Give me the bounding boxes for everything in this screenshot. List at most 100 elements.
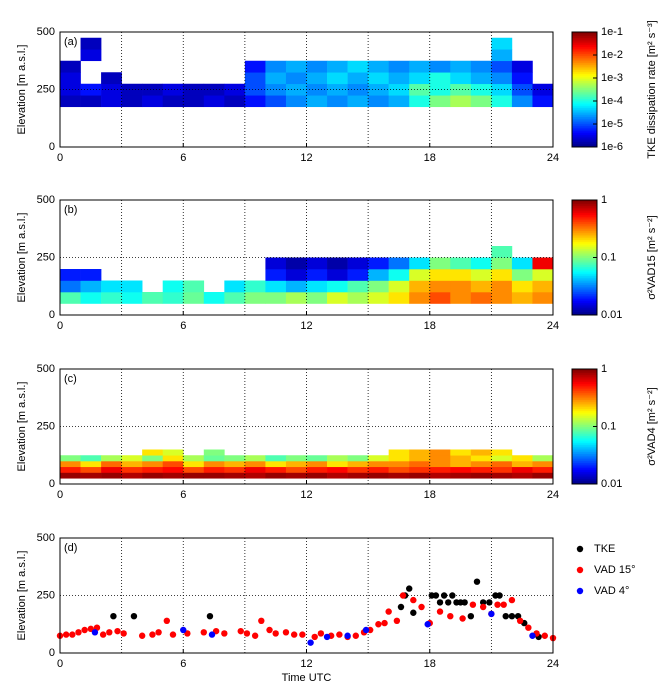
colorbar-slice: [572, 132, 597, 135]
colorbar-slice: [572, 64, 597, 67]
scatter-point: [120, 630, 127, 637]
colorbar-slice: [572, 424, 597, 427]
heat-cell: [162, 280, 184, 293]
colorbar-slice: [572, 379, 597, 383]
y-tick-label: 500: [37, 532, 55, 544]
colorbar-slice: [572, 120, 597, 123]
heat-cell: [306, 472, 328, 479]
colorbar-slice: [572, 48, 597, 51]
y-tick-label: 250: [37, 589, 55, 601]
heat-cell: [450, 60, 472, 73]
scatter-point: [336, 631, 343, 638]
heat-cell: [285, 83, 307, 96]
heat-cell: [285, 95, 307, 108]
colorbar-slice: [572, 200, 597, 203]
heat-cell: [183, 95, 205, 108]
colorbar-slice: [572, 289, 597, 293]
colorbar-slice: [572, 449, 597, 453]
heat-cell: [203, 292, 225, 304]
colorbar-slice: [572, 100, 597, 103]
heat-cell: [429, 472, 451, 479]
colorbar-slice: [572, 455, 597, 458]
colorbar-slice: [572, 226, 597, 230]
heat-cell: [409, 461, 431, 468]
heat-cell: [162, 455, 184, 462]
scatter-point: [323, 633, 331, 641]
x-tick-label: 24: [547, 489, 559, 501]
colorbar-slice: [572, 114, 597, 117]
colorbar-slice: [572, 442, 597, 445]
colorbar-slice: [572, 431, 597, 435]
colorbar-slice: [572, 67, 597, 71]
heat-cell: [203, 83, 225, 96]
colorbar-slice: [572, 306, 597, 309]
colorbar-slice: [572, 73, 597, 76]
heat-cell: [101, 72, 122, 85]
heat-cell: [388, 292, 410, 304]
legend-marker: [576, 545, 584, 553]
scatter-point: [180, 626, 187, 634]
colorbar-slice: [572, 413, 597, 417]
panel-label: (d): [64, 542, 77, 554]
heat-cell: [80, 461, 102, 468]
heat-cell: [532, 461, 554, 468]
colorbar-slice: [572, 467, 597, 471]
heat-cell: [450, 269, 472, 281]
heat-cell: [491, 246, 513, 258]
scatter-point: [200, 629, 207, 636]
colorbar-slice: [572, 284, 597, 287]
colorbar-slice: [572, 415, 597, 419]
scatter-point: [362, 626, 370, 634]
scatter-point: [243, 630, 251, 637]
colorbar-slice: [572, 78, 597, 82]
heat-cell: [429, 72, 451, 85]
colorbar-slice: [572, 125, 597, 128]
heat-cell: [388, 95, 410, 108]
colorbar-slice: [572, 76, 597, 80]
scatter-point: [502, 613, 509, 620]
heat-cell: [327, 269, 348, 281]
colorbar-slice: [572, 275, 597, 278]
heat-cell: [491, 466, 513, 473]
heat-cell: [511, 292, 533, 304]
heat-cell: [368, 461, 389, 468]
scatter-point: [393, 617, 401, 624]
colorbar-slice: [572, 280, 597, 284]
heat-cell: [183, 466, 205, 473]
scatter-point: [410, 596, 417, 604]
heat-cell: [203, 455, 225, 462]
heat-cell: [265, 269, 287, 281]
heat-cell: [532, 269, 554, 281]
colorbar-slice: [572, 435, 597, 438]
colorbar-slice: [572, 239, 597, 242]
colorbar-slice: [572, 376, 597, 379]
colorbar-slice: [572, 49, 597, 53]
scatter-point: [432, 592, 440, 599]
scatter-point: [299, 631, 306, 638]
heat-cell: [368, 466, 389, 473]
scatter-point: [424, 621, 431, 628]
x-tick-label: 18: [424, 152, 436, 164]
colorbar-frame: [571, 31, 598, 148]
heat-cell: [470, 292, 492, 304]
heat-cell: [142, 292, 164, 304]
colorbar-slice: [572, 145, 597, 148]
heat-cell: [265, 455, 287, 462]
colorbar-slice: [572, 462, 597, 465]
heat-cell: [142, 83, 164, 96]
heat-cell: [203, 449, 225, 456]
scatter-point: [488, 610, 495, 618]
scatter-point: [508, 596, 516, 604]
heat-cell: [80, 269, 102, 281]
heat-cell: [450, 449, 472, 456]
x-axis-label: Time UTC: [282, 672, 332, 684]
y-axis-label: Elevation [m a.s.l.]: [16, 551, 28, 641]
heat-cell: [60, 72, 81, 85]
heat-cell: [306, 257, 328, 270]
heat-cell: [121, 95, 143, 108]
heat-cell: [470, 269, 492, 281]
heat-cell: [532, 95, 554, 108]
heat-cell: [224, 280, 246, 293]
heat-cell: [162, 83, 184, 96]
